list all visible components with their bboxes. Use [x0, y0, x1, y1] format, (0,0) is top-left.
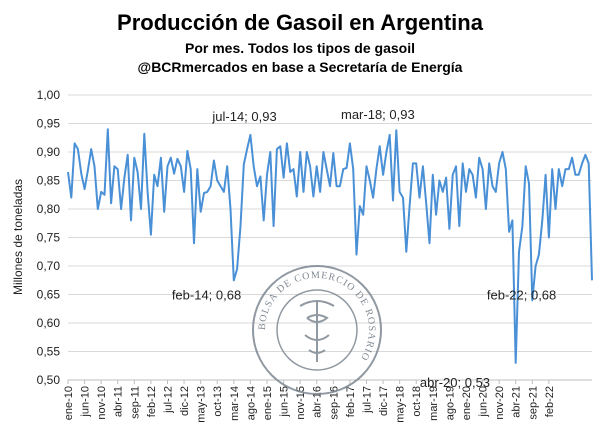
- x-tick-label: jun-20: [478, 386, 490, 418]
- x-tick-label: may-13: [196, 386, 208, 423]
- y-tick-label: 0,80: [37, 202, 61, 216]
- x-tick-label: dic-17: [378, 386, 390, 416]
- y-axis-label: Millones de toneladas: [11, 179, 25, 295]
- x-tick-label: mar-14: [229, 386, 241, 421]
- chart-subtitle: Por mes. Todos los tipos de gasoil: [185, 40, 415, 56]
- x-tick-label: mar-19: [428, 386, 440, 421]
- x-tick-label: nov-20: [494, 386, 506, 420]
- y-tick-label: 0,70: [37, 259, 61, 273]
- x-tick-label: ene-20: [461, 386, 473, 420]
- x-tick-label: abr-21: [511, 386, 523, 418]
- chart-source: @BCRmercados en base a Secretaría de Ene…: [138, 59, 463, 75]
- x-tick-label: jul-12: [162, 386, 174, 414]
- annotation-label: abr-20; 0,53: [420, 375, 490, 390]
- seal-watermark: BOLSA DE COMERCIO DE ROSARIO: [252, 265, 382, 395]
- x-tick-label: may-18: [395, 386, 407, 423]
- y-tick-label: 0,85: [37, 174, 61, 188]
- y-tick-label: 0,95: [37, 117, 61, 131]
- y-tick-label: 0,60: [37, 316, 61, 330]
- x-tick-label: jul-17: [361, 386, 373, 414]
- x-tick-label: dic-12: [179, 386, 191, 416]
- x-tick-label: abr-11: [113, 386, 125, 417]
- x-tick-label: ago-19: [444, 386, 456, 420]
- x-tick-label: sep-11: [129, 386, 141, 419]
- y-tick-label: 0,50: [37, 373, 61, 387]
- x-tick-label: ene-10: [63, 386, 75, 420]
- annotation-label: jul-14; 0,93: [211, 109, 276, 124]
- x-tick-label: feb-17: [345, 386, 357, 417]
- series-line: [67, 128, 593, 364]
- x-tick-label: ene-15: [262, 386, 274, 420]
- y-tick-label: 0,55: [37, 345, 61, 359]
- y-tick-label: 0,90: [37, 145, 61, 159]
- x-tick-labels: ene-10 jun-10 nov-10 abr-11 sep-11 feb-12 jul-…: [63, 380, 556, 423]
- y-tick-label: 1,00: [37, 88, 61, 102]
- x-tick-label: nov-10: [96, 386, 108, 420]
- y-tick-label: 0,65: [37, 288, 61, 302]
- x-tick-label: sep-21: [527, 386, 539, 420]
- caduceus-icon: [299, 300, 335, 362]
- annotation-label: feb-22; 0,68: [487, 287, 556, 302]
- annotations: jul-14; 0,93 mar-18; 0,93 feb-14; 0,68 abr-…: [172, 107, 556, 390]
- x-tick-label: feb-22: [544, 386, 556, 417]
- grid-layer: [68, 94, 592, 381]
- x-tick-label: sep-16: [328, 386, 340, 420]
- x-tick-label: nov-15: [295, 386, 307, 420]
- annotation-label: mar-18; 0,93: [341, 107, 415, 122]
- y-tick-labels: 0,50 0,55 0,60 0,65 0,70 0,75 0,80 0,85 0,90 0,95…: [37, 88, 61, 387]
- annotation-label: feb-14; 0,68: [172, 287, 241, 302]
- chart-title: Producción de Gasoil en Argentina: [117, 10, 484, 35]
- y-tick-label: 0,75: [37, 231, 61, 245]
- x-tick-label: ago-14: [245, 386, 257, 420]
- x-tick-label: oct-13: [212, 386, 224, 417]
- x-tick-label: abr-16: [312, 386, 324, 418]
- x-tick-label: feb-12: [146, 386, 158, 417]
- x-tick-label: oct-18: [411, 386, 423, 417]
- x-tick-label: jun-10: [80, 386, 92, 418]
- x-tick-label: jun-15: [279, 386, 291, 418]
